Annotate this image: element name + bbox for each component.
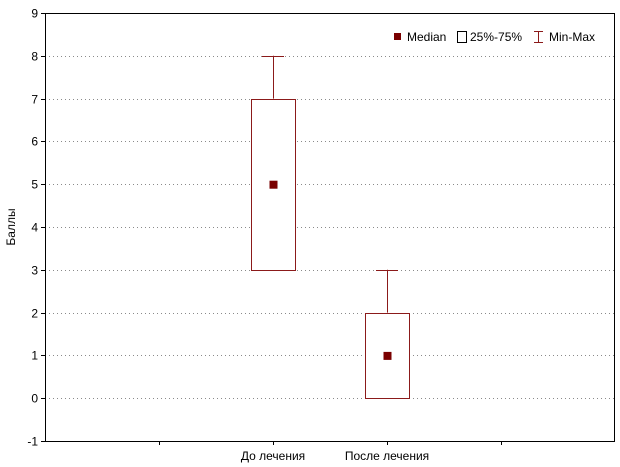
legend-box-label: 25%-75% bbox=[470, 30, 522, 44]
y-tick-label: 0 bbox=[31, 392, 38, 406]
legend-box-marker bbox=[457, 31, 467, 43]
y-tick-label: 6 bbox=[31, 135, 38, 149]
y-tick-label: 5 bbox=[31, 178, 38, 192]
y-tick-label: 3 bbox=[31, 264, 38, 278]
legend-median-label: Median bbox=[407, 30, 446, 44]
legend-whisker-label: Min-Max bbox=[549, 30, 595, 44]
median-marker bbox=[269, 180, 278, 189]
box-group bbox=[251, 55, 296, 271]
box-group bbox=[365, 269, 410, 399]
y-axis-ticks: -1 0 1 2 3 4 5 6 7 8 9 bbox=[27, 7, 45, 449]
median-marker bbox=[383, 351, 392, 360]
legend-whisker-marker bbox=[534, 31, 543, 43]
y-axis-label: Баллы bbox=[4, 208, 18, 245]
y-tick-label: 1 bbox=[31, 349, 38, 363]
plot-area-frame bbox=[45, 13, 615, 442]
x-tick-label: До лечения bbox=[241, 449, 305, 463]
grid-lines bbox=[45, 56, 614, 399]
x-tick-label: После лечения bbox=[345, 449, 429, 463]
y-tick-label: -1 bbox=[27, 435, 38, 449]
y-tick-label: 9 bbox=[31, 7, 38, 21]
legend: Median 25%-75% Min-Max bbox=[394, 30, 595, 44]
box-series bbox=[251, 55, 410, 399]
y-tick-label: 7 bbox=[31, 93, 38, 107]
legend-median-marker bbox=[394, 33, 401, 40]
y-tick-label: 4 bbox=[31, 221, 38, 235]
x-axis-ticks: До лечения После лечения bbox=[159, 441, 502, 463]
y-tick-label: 2 bbox=[31, 307, 38, 321]
y-tick-label: 8 bbox=[31, 50, 38, 64]
